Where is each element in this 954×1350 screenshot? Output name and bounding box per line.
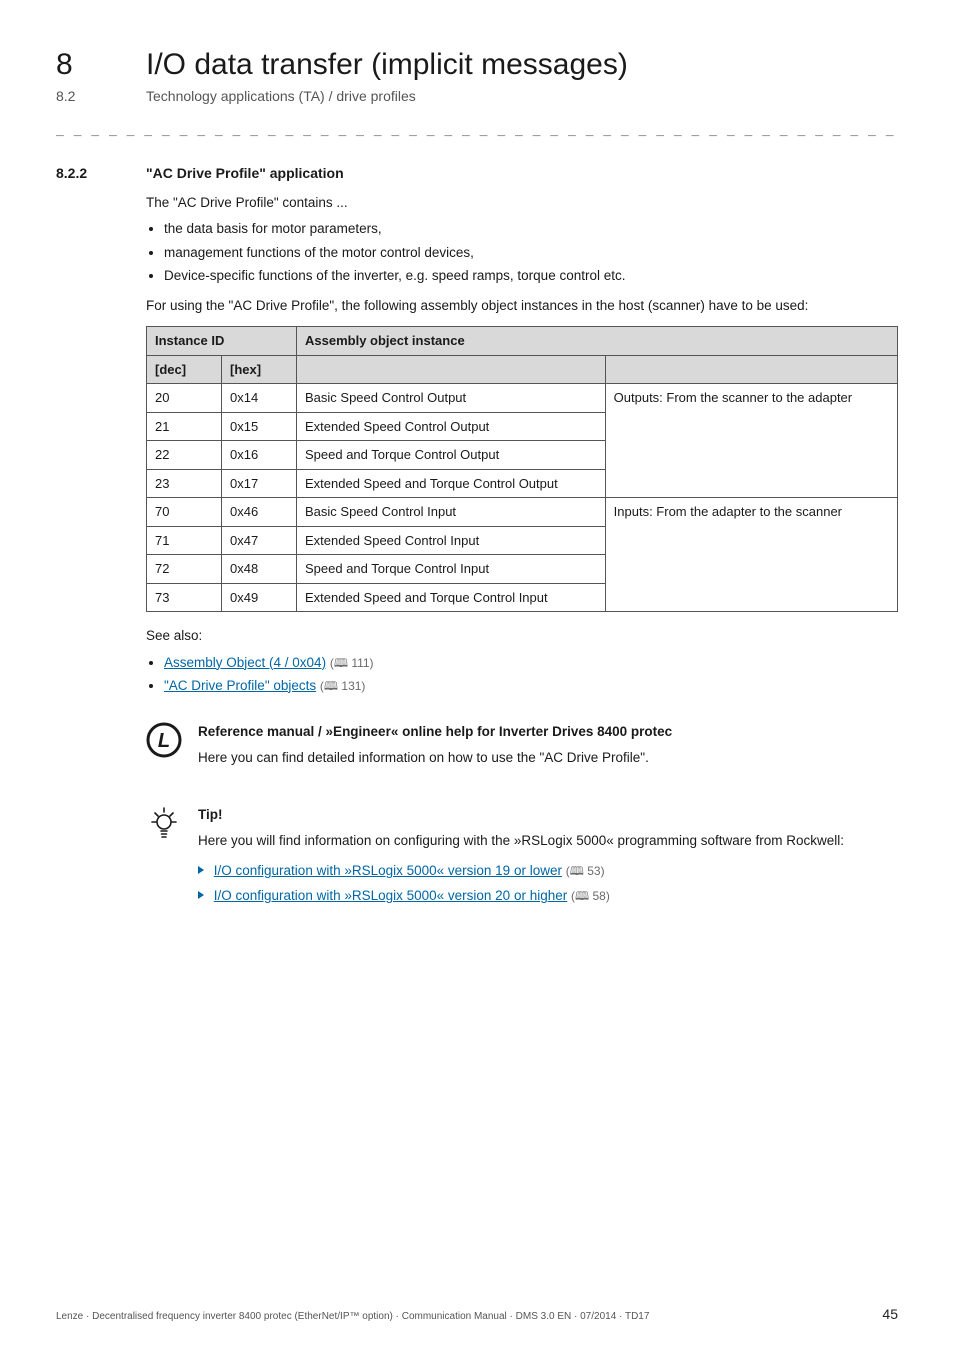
page-number: 45 <box>882 1306 898 1322</box>
list-item: Device-specific functions of the inverte… <box>164 266 898 286</box>
body-paragraph: For using the "AC Drive Profile", the fo… <box>146 296 898 316</box>
ac-drive-profile-objects-link[interactable]: "AC Drive Profile" objects <box>164 678 316 693</box>
dashed-divider: _ _ _ _ _ _ _ _ _ _ _ _ _ _ _ _ _ _ _ _ … <box>56 122 898 137</box>
cell-hex: 0x46 <box>222 498 297 527</box>
cell-name: Extended Speed and Torque Control Input <box>297 583 606 612</box>
subsection-number: 8.2 <box>56 88 98 104</box>
intro-paragraph: The "AC Drive Profile" contains ... <box>146 193 898 213</box>
cell-hex: 0x14 <box>222 384 297 413</box>
book-ref: (🕮 58) <box>571 889 610 903</box>
section-number: 8.2.2 <box>56 165 98 181</box>
cell-hex: 0x17 <box>222 469 297 498</box>
bullet-list: the data basis for motor parameters, man… <box>146 219 898 286</box>
cell-name: Speed and Torque Control Input <box>297 555 606 584</box>
list-item: I/O configuration with »RSLogix 5000« ve… <box>198 861 844 881</box>
table-subheader: [hex] <box>222 355 297 384</box>
cell-hex: 0x15 <box>222 412 297 441</box>
cell-dec: 23 <box>147 469 222 498</box>
cell-dec: 73 <box>147 583 222 612</box>
lenze-icon: L <box>146 722 182 758</box>
list-item: the data basis for motor parameters, <box>164 219 898 239</box>
cell-group: Inputs: From the adapter to the scanner <box>605 498 897 612</box>
cell-dec: 71 <box>147 526 222 555</box>
cell-dec: 22 <box>147 441 222 470</box>
table-subheader-empty <box>605 355 897 384</box>
tip-link-list: I/O configuration with »RSLogix 5000« ve… <box>198 861 844 907</box>
svg-text:L: L <box>158 730 170 752</box>
cell-name: Basic Speed Control Input <box>297 498 606 527</box>
table-header: Assembly object instance <box>297 327 898 356</box>
book-ref: (🕮 53) <box>566 864 605 878</box>
cell-name: Speed and Torque Control Output <box>297 441 606 470</box>
assembly-object-link[interactable]: Assembly Object (4 / 0x04) <box>164 655 326 670</box>
reference-manual-heading: Reference manual / »Engineer« online hel… <box>198 722 672 742</box>
cell-name: Extended Speed and Torque Control Output <box>297 469 606 498</box>
section-title: "AC Drive Profile" application <box>146 165 344 181</box>
list-item: I/O configuration with »RSLogix 5000« ve… <box>198 886 844 906</box>
list-item: management functions of the motor contro… <box>164 243 898 263</box>
cell-dec: 21 <box>147 412 222 441</box>
cell-hex: 0x48 <box>222 555 297 584</box>
cell-group: Outputs: From the scanner to the adapter <box>605 384 897 498</box>
triangle-bullet-icon <box>198 866 204 874</box>
footer-text: Lenze · Decentralised frequency inverter… <box>56 1311 649 1322</box>
lightbulb-icon <box>146 805 182 841</box>
rslogix-v19-link[interactable]: I/O configuration with »RSLogix 5000« ve… <box>214 863 562 878</box>
cell-dec: 72 <box>147 555 222 584</box>
table-header: Instance ID <box>147 327 297 356</box>
chapter-number: 8 <box>56 48 98 82</box>
section-heading: 8.2.2 "AC Drive Profile" application <box>56 165 898 181</box>
subsection-heading: 8.2 Technology applications (TA) / drive… <box>56 88 898 104</box>
cell-dec: 70 <box>147 498 222 527</box>
book-ref: (🕮 131) <box>320 679 366 693</box>
reference-manual-callout: L Reference manual / »Engineer« online h… <box>146 722 898 769</box>
table-subheader-empty <box>297 355 606 384</box>
cell-name: Extended Speed Control Output <box>297 412 606 441</box>
rslogix-v20-link[interactable]: I/O configuration with »RSLogix 5000« ve… <box>214 888 567 903</box>
cell-name: Extended Speed Control Input <box>297 526 606 555</box>
tip-body: Here you will find information on config… <box>198 831 844 851</box>
cell-hex: 0x47 <box>222 526 297 555</box>
instance-table: Instance ID Assembly object instance [de… <box>146 326 898 612</box>
tip-heading: Tip! <box>198 805 844 825</box>
list-item: "AC Drive Profile" objects (🕮 131) <box>164 676 898 696</box>
triangle-bullet-icon <box>198 891 204 899</box>
cell-hex: 0x49 <box>222 583 297 612</box>
tip-callout: Tip! Here you will find information on c… <box>146 805 898 921</box>
page-footer: Lenze · Decentralised frequency inverter… <box>56 1306 898 1322</box>
chapter-title: I/O data transfer (implicit messages) <box>146 48 628 82</box>
book-ref: (🕮 111) <box>330 656 374 670</box>
cell-hex: 0x16 <box>222 441 297 470</box>
see-also-list: Assembly Object (4 / 0x04) (🕮 111) "AC D… <box>146 653 898 697</box>
cell-name: Basic Speed Control Output <box>297 384 606 413</box>
list-item: Assembly Object (4 / 0x04) (🕮 111) <box>164 653 898 673</box>
cell-dec: 20 <box>147 384 222 413</box>
table-subheader: [dec] <box>147 355 222 384</box>
chapter-heading: 8 I/O data transfer (implicit messages) <box>56 48 898 82</box>
subsection-title: Technology applications (TA) / drive pro… <box>146 88 416 104</box>
reference-manual-body: Here you can find detailed information o… <box>198 748 672 768</box>
see-also-label: See also: <box>146 626 898 646</box>
